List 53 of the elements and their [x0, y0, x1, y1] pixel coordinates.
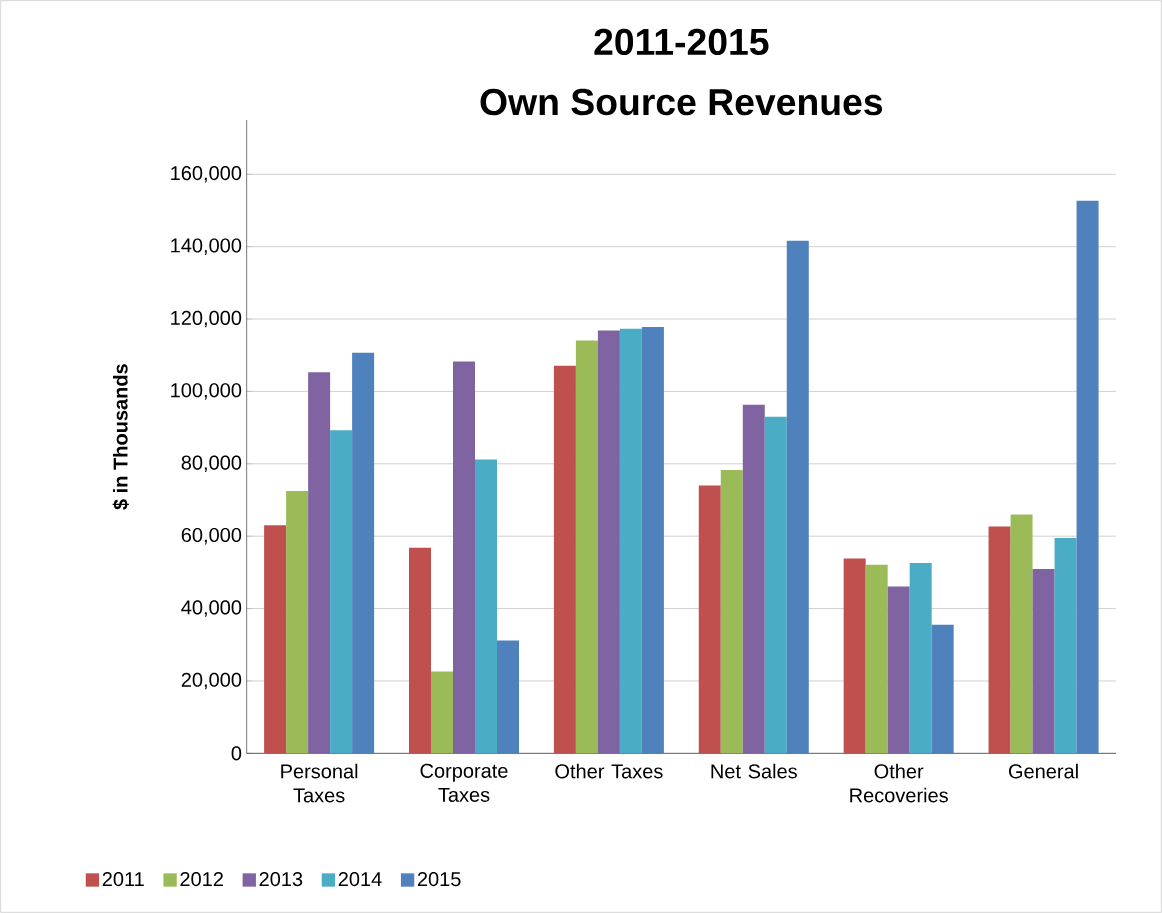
y-tick-label: 100,000 [171, 383, 242, 400]
bar [575, 340, 598, 754]
x-tick-label: Other Taxes [555, 763, 663, 779]
bar [742, 404, 765, 754]
bar [475, 459, 498, 754]
x-tick-label: General [1008, 763, 1078, 779]
y-axis-title: $ in Thousands [112, 364, 129, 510]
bar [286, 490, 309, 754]
bar [352, 352, 375, 754]
bar [330, 430, 353, 754]
y-tick-label: 20,000 [181, 672, 242, 690]
legend-label: 2014 [338, 872, 382, 887]
bar [909, 562, 932, 754]
y-tick-label: 60,000 [181, 527, 242, 545]
legend-label: 2012 [180, 872, 223, 887]
bar [553, 365, 576, 754]
bar [720, 469, 743, 754]
bar [497, 640, 519, 754]
bar [865, 564, 888, 754]
bar [887, 586, 910, 754]
legend-label: 2011 [102, 872, 144, 887]
x-tick-label: Net Sales [711, 763, 797, 779]
bar [786, 240, 809, 754]
bar [409, 547, 431, 754]
bar [641, 327, 664, 754]
bar [1010, 514, 1033, 754]
x-tick-label: Other Recoveries [850, 763, 948, 803]
bar [1054, 538, 1077, 754]
x-tick-label: Corporate Taxes [420, 763, 508, 802]
y-tick-label: 80,000 [181, 455, 242, 473]
y-tick-label: 160,000 [171, 166, 242, 183]
bar [698, 485, 721, 754]
bar [931, 624, 954, 754]
bar [264, 525, 287, 754]
y-tick-label: 120,000 [171, 310, 242, 328]
bar [764, 416, 787, 754]
bar [1076, 200, 1099, 754]
bar [431, 671, 453, 754]
bar [1032, 569, 1055, 754]
bar [988, 526, 1011, 754]
y-tick-label: 0 [231, 746, 242, 761]
bar [619, 328, 642, 754]
chart-title: 2011-2015 [594, 28, 769, 56]
bar [308, 372, 331, 754]
x-tick-label: Personal Taxes [281, 763, 358, 803]
bar [453, 361, 475, 754]
bar [843, 558, 866, 754]
legend-label: 2013 [259, 872, 303, 887]
y-tick-label: 40,000 [181, 600, 242, 617]
y-tick-label: 140,000 [171, 238, 242, 255]
chart-subtitle: Own Source Revenues [480, 88, 883, 116]
legend-label: 2015 [417, 872, 461, 887]
bar [597, 330, 620, 754]
